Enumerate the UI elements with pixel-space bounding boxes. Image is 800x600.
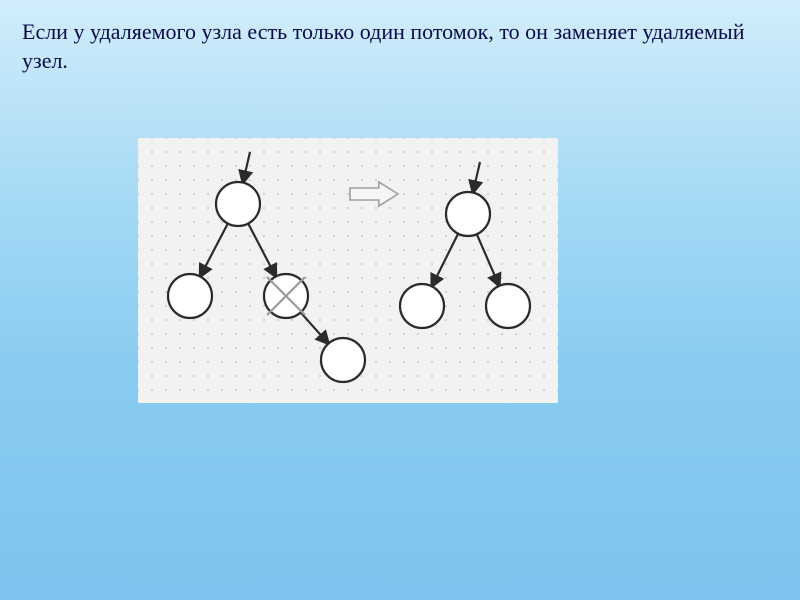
- diagram-panel: [138, 138, 558, 403]
- tree-diagram: [138, 138, 558, 403]
- caption-text: Если у удаляемого узла есть только один …: [22, 18, 778, 75]
